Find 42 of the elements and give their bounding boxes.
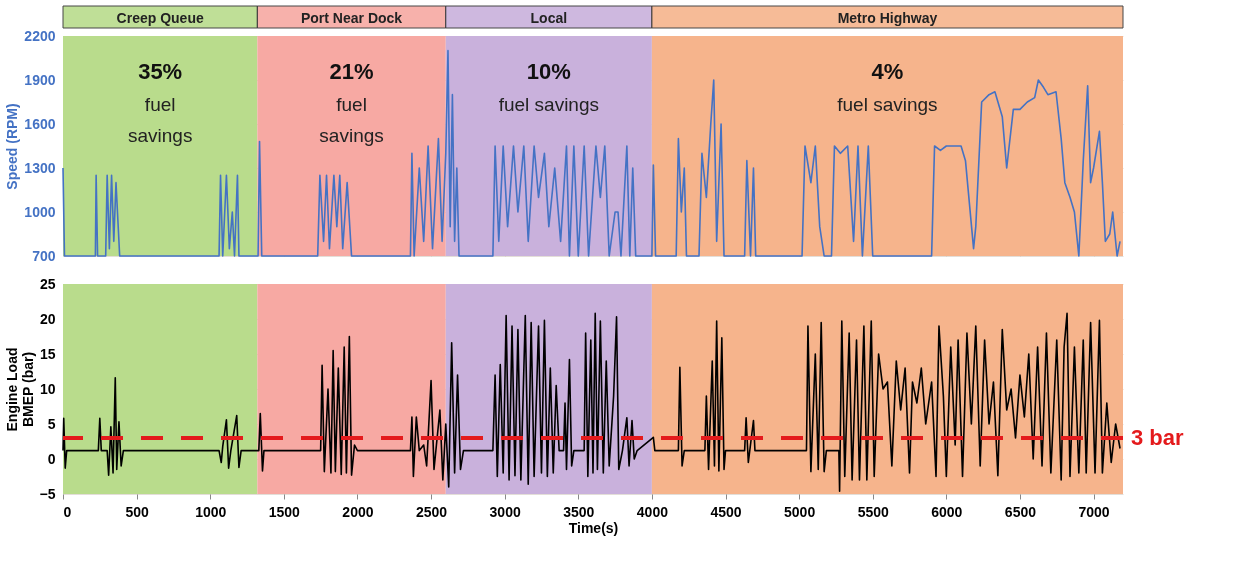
band-label: Metro Highway [837, 10, 938, 26]
y-tick-label: 1300 [24, 159, 56, 176]
x-tick-label: 3000 [489, 503, 521, 520]
text: 4% fuel savings [837, 59, 938, 115]
x-tick-label: 7000 [1078, 503, 1110, 520]
line-series [62, 49, 1121, 257]
y-axis-title: Speed (RPM) [4, 103, 21, 190]
x-tick-label: 3500 [563, 503, 595, 520]
band-label: Port Near Dock [300, 10, 403, 26]
x-tick-label: 4500 [710, 503, 742, 520]
band-label: Creep Queue [116, 10, 204, 26]
x-tick-label: 5500 [857, 503, 889, 520]
x-tick-label: 2500 [415, 503, 448, 520]
text: 10% fuel savings [498, 59, 600, 115]
y-tick-label: 20 [39, 310, 56, 327]
y-tick-label: 1600 [24, 115, 56, 132]
x-axis-title: Time(s) [568, 519, 619, 536]
x-tick-label: 6000 [931, 503, 963, 520]
x-tick-label: 500 [125, 503, 149, 520]
text: 21% fuel savings [319, 59, 384, 146]
y-tick-label: 15 [39, 345, 56, 362]
x-tick-label: 0 [63, 503, 72, 520]
y-tick-label: 1900 [24, 71, 56, 88]
y-tick-label: 25 [39, 275, 56, 292]
x-tick-label: 1500 [268, 503, 301, 520]
y-tick-label: 700 [32, 247, 56, 264]
y-axis-title: Engine Load BMEP (bar) [3, 347, 36, 432]
y-tick-label: 10 [39, 380, 56, 397]
y-tick-label: 5 [47, 415, 56, 432]
y-tick-label: 1000 [24, 203, 56, 220]
x-tick-label: 1000 [195, 503, 227, 520]
y-tick-label: 0 [47, 450, 56, 467]
band-label: Local [530, 10, 568, 26]
line-series [62, 312, 1121, 492]
x-tick-label: 2000 [342, 503, 374, 520]
y-tick-label: 2200 [24, 27, 56, 44]
x-tick-label: 6500 [1004, 503, 1037, 520]
x-tick-label: 4000 [636, 503, 669, 520]
x-tick-label: 5000 [784, 503, 816, 520]
y-tick-label: −5 [39, 485, 56, 502]
text: 35% fuel savings [127, 59, 193, 146]
ref-line-label: 3 bar [1131, 425, 1185, 450]
